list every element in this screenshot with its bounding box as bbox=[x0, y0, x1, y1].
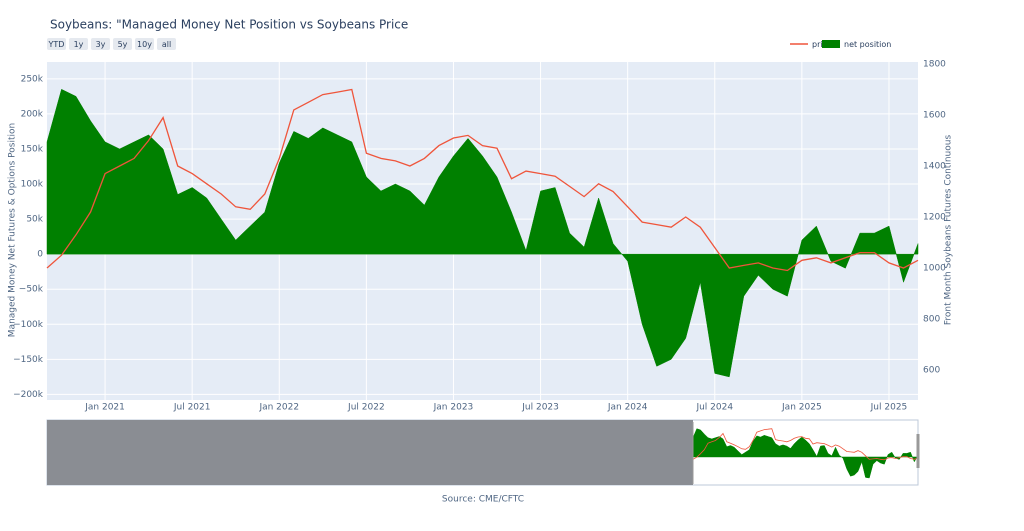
range-button-bg[interactable] bbox=[47, 38, 66, 50]
slider-area bbox=[692, 428, 919, 479]
y-tick-label: −150k bbox=[13, 355, 44, 365]
y2-tick-label: 1200 bbox=[923, 212, 946, 222]
y-tick-label: 50k bbox=[26, 215, 43, 225]
legend-label: price bbox=[812, 40, 832, 49]
range-button[interactable]: all bbox=[162, 40, 171, 49]
range-button-bg[interactable] bbox=[91, 38, 110, 50]
y-axis-title: Managed Money Net Futures & Options Posi… bbox=[8, 123, 18, 337]
x-tick-label: Jul 2023 bbox=[521, 403, 559, 413]
x-tick-label: Jul 2022 bbox=[347, 403, 385, 413]
y-tick-label: −50k bbox=[19, 285, 44, 295]
legend-swatch bbox=[822, 40, 840, 48]
y2-tick-label: 1400 bbox=[923, 162, 946, 172]
x-tick-label: Jan 2024 bbox=[607, 403, 648, 413]
x-tick-label: Jan 2021 bbox=[84, 403, 125, 413]
x-tick-label: Jan 2022 bbox=[258, 403, 299, 413]
y-tick-label: 200k bbox=[21, 109, 44, 119]
y2-tick-label: 1600 bbox=[923, 111, 946, 121]
y2-tick-label: 800 bbox=[923, 314, 940, 324]
y2-tick-label: 600 bbox=[923, 365, 940, 375]
range-button[interactable]: 10y bbox=[137, 40, 152, 49]
chart-title: Soybeans: "Managed Money Net Position vs… bbox=[50, 18, 408, 32]
y-tick-label: −200k bbox=[13, 390, 44, 400]
y2-tick-label: 1800 bbox=[923, 60, 946, 70]
x-tick-label: Jul 2024 bbox=[695, 403, 733, 413]
range-button-bg[interactable] bbox=[69, 38, 88, 50]
range-button[interactable]: YTD bbox=[48, 40, 65, 49]
net-position-area bbox=[46, 88, 919, 378]
slider-line bbox=[692, 428, 919, 461]
legend-label: net position bbox=[844, 40, 891, 49]
y-tick-label: 150k bbox=[21, 144, 44, 154]
range-button-bg[interactable] bbox=[157, 38, 176, 50]
source: Source: CME/CFTC bbox=[442, 495, 524, 505]
range-button-bg[interactable] bbox=[135, 38, 154, 50]
y2-tick-label: 1000 bbox=[923, 263, 946, 273]
y-tick-label: 100k bbox=[21, 180, 44, 190]
range-button[interactable]: 1y bbox=[74, 40, 84, 49]
range-button-bg[interactable] bbox=[113, 38, 132, 50]
y-tick-label: 250k bbox=[21, 74, 44, 84]
range-button[interactable]: 5y bbox=[118, 40, 128, 49]
range-button[interactable]: 3y bbox=[96, 40, 106, 49]
slider-mask bbox=[47, 420, 693, 485]
x-tick-label: Jul 2025 bbox=[870, 403, 908, 413]
y-tick-label: −100k bbox=[13, 320, 44, 330]
x-tick-label: Jan 2023 bbox=[433, 403, 474, 413]
x-tick-label: Jan 2025 bbox=[781, 403, 822, 413]
y-tick-label: 0 bbox=[37, 250, 43, 260]
y2-axis-title: Front Month Soybeans Futures Continuous bbox=[944, 135, 954, 326]
x-tick-label: Jul 2021 bbox=[173, 403, 211, 413]
price-line bbox=[46, 88, 919, 272]
